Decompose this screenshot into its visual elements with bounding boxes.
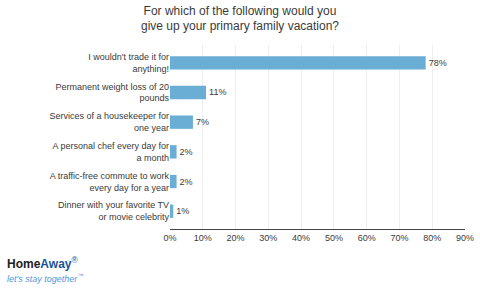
svg-text:Permanent weight loss of 20pou: Permanent weight loss of 20pounds — [55, 82, 169, 104]
svg-text:11%: 11% — [209, 87, 226, 97]
svg-text:30%: 30% — [259, 233, 277, 243]
svg-text:90%: 90% — [456, 233, 474, 243]
svg-text:80%: 80% — [423, 233, 441, 243]
svg-text:60%: 60% — [358, 233, 376, 243]
svg-text:A traffic-free commute to work: A traffic-free commute to workevery day … — [50, 171, 170, 193]
svg-text:Dinner with your favorite TVor: Dinner with your favorite TVor movie cel… — [58, 200, 169, 222]
svg-text:A personal chef every day fora: A personal chef every day fora month — [52, 141, 169, 163]
svg-text:20%: 20% — [227, 233, 245, 243]
svg-text:50%: 50% — [325, 233, 343, 243]
svg-text:0%: 0% — [163, 233, 176, 243]
svg-text:Services of a housekeeper foro: Services of a housekeeper forone year — [49, 111, 169, 133]
svg-text:40%: 40% — [292, 233, 310, 243]
svg-text:1%: 1% — [176, 206, 189, 216]
svg-text:2%: 2% — [180, 147, 193, 157]
svg-text:10%: 10% — [194, 233, 212, 243]
svg-text:HomeAway​®​: HomeAway​®​ — [7, 255, 78, 271]
svg-text:I wouldn't trade it foranythin: I wouldn't trade it foranything! — [88, 52, 169, 74]
svg-text:70%: 70% — [390, 233, 408, 243]
svg-text:2%: 2% — [180, 177, 193, 187]
svg-text:7%: 7% — [196, 117, 209, 127]
svg-text:78%: 78% — [429, 58, 447, 68]
svg-text:let's stay together​™​: let's stay together​™​ — [7, 272, 84, 284]
svg-text:For which of the following wou: For which of the following would yougive… — [141, 4, 339, 34]
